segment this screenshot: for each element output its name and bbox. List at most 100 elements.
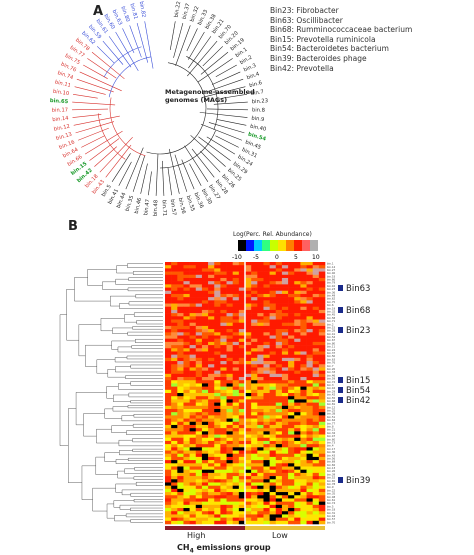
heatmap-row-label: bin.18 [327,508,335,512]
heatmap-cell [232,268,240,272]
heatmap-cell [232,370,240,375]
tree-branch [132,155,146,192]
heatmap-cell [183,306,190,311]
heatmap-cell [232,274,240,279]
heatmap-cell [165,338,172,343]
heatmap-cell [201,380,209,384]
tree-clade-arc [186,56,219,130]
heatmap-cell [232,508,240,512]
heatmap-cell [300,508,307,512]
heatmap-cell [257,421,264,426]
heatmap-cell [281,476,289,480]
heatmap-cell [269,351,277,355]
heatmap-cell [214,472,221,477]
heatmap-cell [275,447,283,451]
heatmap-cell [201,329,209,333]
heatmap-cell [245,412,252,416]
heatmap-cell [275,456,283,461]
heatmap-cell [263,399,270,403]
heatmap-cell [195,453,203,458]
heatmap-cell [281,338,289,343]
heatmap-cell [275,293,283,298]
tree-leaf-label: bin.10 [52,89,69,97]
heatmap-cell [171,268,178,272]
colorbar [238,240,318,251]
heatmap-cell [238,511,246,515]
heatmap-cell [226,412,233,416]
heatmap-cell [171,325,178,330]
heatmap-cell [251,415,258,419]
heatmap-cell [275,338,283,343]
heatmap-cell [238,357,246,362]
heatmap-cell [165,341,172,346]
heatmap-cell [263,290,270,295]
heatmap-cell [275,316,283,320]
heatmap-cell [165,418,172,423]
heatmap-cell [281,415,289,419]
heatmap-cell [263,498,270,502]
heatmap-cell [300,271,307,276]
heatmap-cell [177,466,184,470]
tree-leaf-label: bin.45 [244,139,261,151]
heatmap-cell [232,277,240,282]
heatmap-cell [214,431,221,435]
heatmap-cell [263,450,270,455]
heatmap-cell [257,332,264,336]
heatmap-cell [165,405,172,410]
heatmap-cell [226,482,233,486]
heatmap-cell [238,316,246,320]
heatmap-cell [300,281,307,285]
heatmap-cell [281,329,289,333]
heatmap-cell [288,274,295,279]
heatmap-cell [281,440,289,445]
heatmap-cell [220,322,227,327]
heatmap-cell [220,265,227,269]
heatmap-cell [214,370,221,375]
heatmap-cell [232,281,240,285]
heatmap-cell [220,453,227,458]
heatmap-cell [257,393,264,397]
heatmap-cell [269,367,277,371]
heatmap-row-label: bin.76 [327,361,335,365]
heatmap-cell [226,501,233,506]
heatmap-cell [257,389,264,394]
heatmap-cell [208,386,215,391]
heatmap-cell [275,469,283,474]
heatmap-cell [171,303,178,308]
heatmap-cell [263,460,270,464]
heatmap-cell [306,389,313,394]
heatmap-cell [318,284,326,288]
heatmap-cell [195,498,203,502]
heatmap-cell [238,386,246,391]
heatmap-cell [288,325,295,330]
heatmap-cell [288,444,295,448]
heatmap-cell [177,501,184,506]
heatmap-cell [238,508,246,512]
heatmap-cell [306,364,313,368]
tree-clade-arc [97,113,126,160]
tree-leaf-label: bin.9 [251,116,265,123]
heatmap-cell [208,495,215,499]
heatmap-cell [232,492,240,496]
heatmap-cell [251,281,258,285]
heatmap-cell [171,476,178,480]
heatmap-row-label: bin.41 [327,332,335,336]
heatmap-cell [171,482,178,486]
heatmap-cell [214,357,221,362]
heatmap-cell [288,418,295,423]
heatmap-cell [208,520,215,525]
heatmap-cell [226,367,233,371]
heatmap-cell [251,345,258,349]
heatmap-cell [269,434,277,439]
heatmap-cell [232,440,240,445]
heatmap-cell [183,453,190,458]
heatmap-cell [257,262,264,266]
heatmap-cell [251,517,258,522]
heatmap-cell [214,373,221,378]
heatmap-cell [257,373,264,378]
heatmap-cell [257,303,264,308]
heatmap-cell [232,415,240,419]
heatmap-row-label: bin.20 [327,367,335,371]
heatmap-cell [288,290,295,295]
heatmap-cell [300,265,307,269]
